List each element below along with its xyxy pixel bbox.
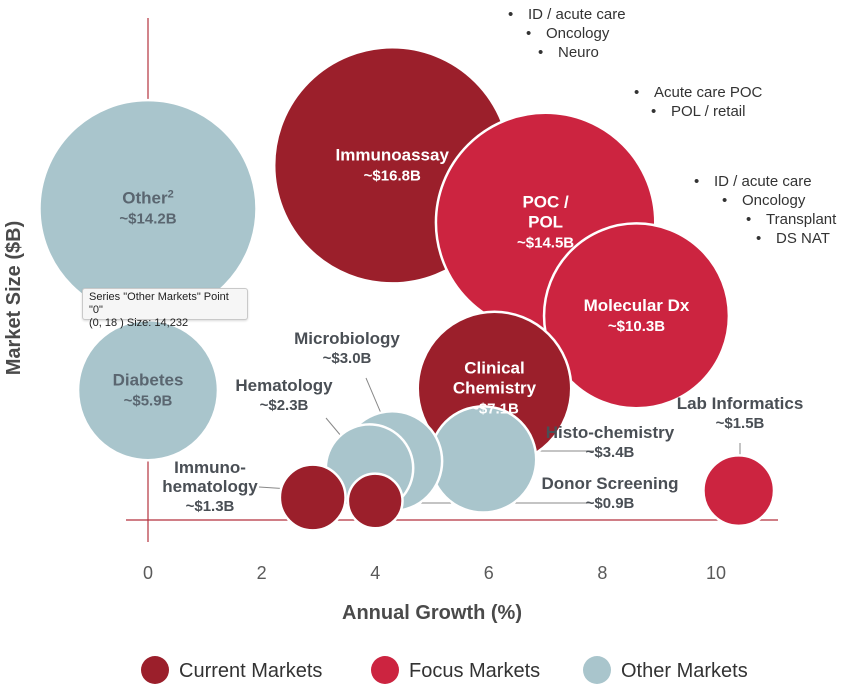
hover-tooltip: Series "Other Markets" Point "0" (0, 18 …	[82, 288, 248, 329]
x-tick-label-1: 2	[257, 563, 267, 583]
note-item-molecular-dx-2: Oncology	[742, 192, 806, 209]
bubble-molecular-dx	[542, 222, 731, 410]
bubble-label-microbiology: Microbiology	[294, 329, 400, 348]
legend-swatch-current-markets	[141, 656, 169, 684]
y-axis-title: Market Size ($B)	[3, 221, 25, 376]
bubble-label-poc-pol-line-1: POC /	[522, 192, 569, 211]
note-item-molecular-dx-3: Transplant	[766, 211, 837, 228]
bubble-label-molecular-dx: Molecular Dx	[584, 296, 690, 315]
note-bullet-poc-pol-2: •	[651, 103, 656, 120]
note-bullet-poc-pol-1: •	[634, 84, 639, 101]
note-bullet-immunoassay-2: •	[526, 25, 531, 42]
note-bullet-immunoassay-3: •	[538, 44, 543, 61]
legend-swatch-other-markets	[583, 656, 611, 684]
note-item-poc-pol-1: Acute care POC	[654, 84, 763, 101]
bubble-label-superscript: 2	[168, 189, 174, 201]
note-bullet-molecular-dx-1: •	[694, 173, 699, 190]
bubbles	[38, 46, 776, 532]
bubble-lab-informatics	[702, 454, 776, 528]
bubble-label-diabetes: Diabetes	[113, 370, 184, 389]
bubble-histo-chemistry	[428, 405, 538, 514]
bubble-label-immuno-hematology-line-1: Immuno-	[174, 458, 246, 477]
bubble-size-molecular-dx: ~$10.3B	[608, 318, 665, 335]
legend: Current Markets Focus Markets Other Market…	[141, 656, 748, 684]
legend-swatch-focus-markets	[371, 656, 399, 684]
bubble-label-other: Other2	[122, 189, 173, 208]
note-bullet-molecular-dx-3: •	[746, 211, 751, 228]
bubble-size-diabetes: ~$5.9B	[124, 392, 173, 409]
note-item-molecular-dx-1: ID / acute care	[714, 173, 812, 190]
x-tick-label-5: 10	[706, 563, 726, 583]
bullet-notes: • ID / acute care• Oncology• Neuro• Acute ca…	[508, 6, 837, 247]
bubble-label-immuno-hematology-line-2: hematology	[162, 477, 258, 496]
bubble-size-immuno-hematology: ~$1.3B	[186, 498, 235, 515]
bubble-label-clinical-chemistry-line-2: Chemistry	[453, 379, 537, 398]
legend-label-current-markets: Current Markets	[179, 660, 322, 682]
note-bullet-molecular-dx-2: •	[722, 192, 727, 209]
legend-label-focus-markets: Focus Markets	[409, 660, 540, 682]
x-tick-label-4: 8	[597, 563, 607, 583]
bubble-size-other: ~$14.2B	[119, 211, 176, 228]
bubble-immuno-hematology	[278, 463, 347, 532]
bubble-label-immunoassay: Immunoassay	[336, 145, 450, 164]
leader-line-microbiology	[365, 377, 384, 419]
bubble-other	[38, 98, 258, 319]
axes: 0 2 4 6 8 10 Annual Growth (%) Market Size ($B)	[3, 18, 778, 624]
bubble-size-histo-chemistry: ~$3.4B	[586, 444, 635, 461]
bubble-size-hematology: ~$2.3B	[260, 397, 309, 414]
bubble-label-clinical-chemistry-line-1: Clinical	[464, 359, 524, 378]
x-tick-label-2: 4	[370, 563, 380, 583]
bubble-size-immunoassay: ~$16.8B	[364, 167, 421, 184]
bubble-donor-screening	[346, 472, 404, 530]
note-item-immunoassay-3: Neuro	[558, 44, 599, 61]
note-bullet-immunoassay-1: •	[508, 6, 513, 23]
x-axis-title: Annual Growth (%)	[342, 602, 522, 624]
bubble-size-lab-informatics: ~$1.5B	[716, 415, 765, 432]
x-tick-label-3: 6	[484, 563, 494, 583]
bubble-size-microbiology: ~$3.0B	[323, 350, 372, 367]
bubble-label-histo-chemistry: Histo-chemistry	[546, 423, 675, 442]
bubble-diabetes	[76, 319, 220, 462]
x-tick-label-0: 0	[143, 563, 153, 583]
bubble-label-donor-screening: Donor Screening	[542, 474, 679, 493]
tooltip-line-1: Series "Other Markets" Point "0"	[89, 291, 229, 316]
note-bullet-molecular-dx-4: •	[756, 230, 761, 247]
bubble-labels: Other2 ~$14.2B Diabetes ~$5.9B Histo-chemist…	[113, 145, 804, 515]
note-item-molecular-dx-4: DS NAT	[776, 230, 830, 247]
bubble-label-poc-pol-line-2: POL	[528, 212, 563, 231]
tooltip-line-2: (0, 18 ) Size: 14,232	[89, 317, 189, 329]
bubble-label-hematology: Hematology	[235, 376, 333, 395]
note-item-immunoassay-1: ID / acute care	[528, 6, 626, 23]
note-item-poc-pol-2: POL / retail	[671, 103, 745, 120]
note-item-immunoassay-2: Oncology	[546, 25, 610, 42]
legend-label-other-markets: Other Markets	[621, 660, 748, 682]
bubble-size-donor-screening: ~$0.9B	[586, 495, 635, 512]
bubble-label-lab-informatics: Lab Informatics	[677, 394, 804, 413]
bubble-size-clinical-chemistry: ~$7.1B	[470, 401, 519, 418]
bubble-size-poc-pol: ~$14.5B	[517, 234, 574, 251]
